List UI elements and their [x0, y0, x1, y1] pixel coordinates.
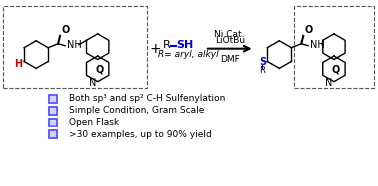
Text: O: O — [61, 25, 69, 35]
Text: >30 examples, up to 90% yield: >30 examples, up to 90% yield — [69, 130, 212, 139]
Text: N: N — [89, 78, 96, 88]
Text: R= aryl, alkyl: R= aryl, alkyl — [158, 50, 219, 59]
FancyBboxPatch shape — [49, 107, 57, 115]
Text: Open Flask: Open Flask — [69, 118, 119, 127]
FancyBboxPatch shape — [50, 132, 56, 137]
Text: R: R — [163, 40, 171, 50]
Text: DMF: DMF — [220, 54, 240, 64]
Text: +: + — [149, 42, 161, 56]
FancyBboxPatch shape — [49, 95, 57, 103]
FancyBboxPatch shape — [49, 130, 57, 138]
Text: Q: Q — [332, 64, 340, 74]
FancyBboxPatch shape — [49, 119, 57, 126]
FancyBboxPatch shape — [50, 108, 56, 114]
Text: N: N — [325, 78, 333, 88]
Text: NH: NH — [67, 40, 82, 50]
Text: SH: SH — [176, 40, 193, 50]
Text: Q: Q — [96, 64, 104, 74]
Text: Simple Condition, Gram Scale: Simple Condition, Gram Scale — [69, 106, 204, 115]
Text: LiOtBu: LiOtBu — [215, 36, 245, 45]
FancyBboxPatch shape — [50, 96, 56, 102]
FancyBboxPatch shape — [50, 120, 56, 126]
Text: NH: NH — [310, 40, 325, 50]
Text: S: S — [259, 57, 266, 68]
Text: Both sp³ and sp² C-H Sulfenylation: Both sp³ and sp² C-H Sulfenylation — [69, 94, 225, 103]
Text: O: O — [304, 25, 313, 35]
Text: H: H — [14, 60, 22, 69]
Text: R: R — [259, 66, 265, 75]
Text: Ni Cat.: Ni Cat. — [214, 30, 245, 39]
